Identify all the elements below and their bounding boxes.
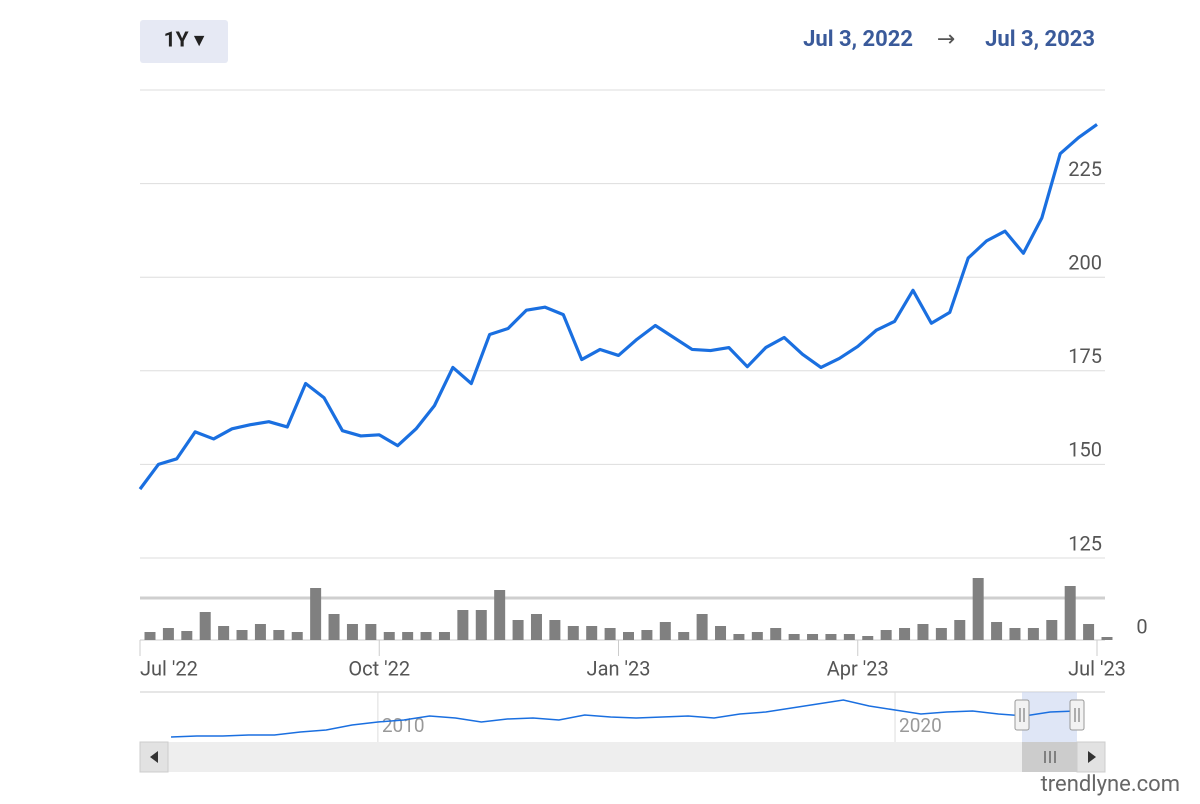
volume-bar: [254, 624, 266, 640]
volume-bar: [954, 620, 966, 640]
y-tick-label: 200: [1068, 250, 1102, 274]
volume-bar: [770, 628, 782, 640]
volume-bar: [862, 636, 874, 640]
volume-bar: [438, 632, 450, 640]
volume-bar: [530, 614, 542, 640]
volume-bar: [328, 614, 340, 640]
volume-bar: [549, 620, 561, 640]
navigator-tick-label: 2010: [382, 714, 425, 737]
volume-bar: [420, 632, 432, 640]
y-tick-label: 225: [1068, 157, 1102, 181]
volume-bar: [402, 632, 414, 640]
volume-bar: [1046, 620, 1058, 640]
navigator-selection[interactable]: [1022, 692, 1077, 742]
scroll-right[interactable]: [1076, 741, 1106, 773]
volume-bar: [604, 628, 616, 640]
volume-bar: [678, 632, 690, 640]
volume-bar: [383, 632, 395, 640]
date-arrow: →: [937, 27, 955, 52]
navigator-line: [171, 699, 1077, 738]
volume-bar: [1101, 637, 1113, 640]
watermark: trendlyne.com: [1041, 772, 1180, 797]
x-tick-label: Apr '23: [827, 656, 889, 680]
volume-bar: [623, 632, 634, 640]
range-button-label[interactable]: 1Y ▾: [164, 29, 205, 53]
handle-grip: [1019, 708, 1025, 722]
volume-bar: [935, 628, 947, 640]
volume-bar: [512, 620, 524, 640]
volume-bar: [751, 632, 763, 640]
volume-bar: [291, 632, 303, 640]
y-tick-label: 150: [1068, 438, 1102, 462]
volume-bar: [641, 630, 653, 640]
range-button[interactable]: [140, 20, 228, 63]
volume-bar: [733, 634, 745, 640]
date-from[interactable]: Jul 3, 2022: [803, 27, 913, 52]
scrollbar[interactable]: [140, 742, 1105, 772]
volume-bar: [972, 578, 984, 640]
volume-bar: [1027, 628, 1039, 640]
y2-tick-label: 0: [1136, 614, 1147, 638]
volume-bar: [1064, 586, 1076, 640]
volume-bar: [457, 610, 469, 640]
date-to[interactable]: Jul 3, 2023: [985, 27, 1095, 52]
y-tick-label: 125: [1068, 531, 1102, 555]
volume-bar: [218, 626, 230, 640]
scroll-thumb-grip: [1044, 751, 1056, 763]
volume-bar: [586, 626, 598, 640]
volume-bar: [991, 622, 1003, 640]
volume-bar: [917, 624, 929, 640]
volume-bar: [715, 626, 727, 640]
volume-bar: [659, 622, 671, 640]
volume-bar: [494, 590, 506, 640]
volume-bar: [162, 628, 174, 640]
price-line: [138, 123, 1098, 491]
volume-bar: [236, 630, 248, 640]
x-tick-label: Oct '22: [348, 656, 410, 680]
volume-bar: [475, 610, 487, 640]
navigator-tick-label: 2020: [899, 714, 942, 737]
volume-bar: [567, 626, 579, 640]
y-tick-label: 175: [1068, 344, 1102, 368]
volume-bar: [825, 634, 837, 640]
volume-bar: [199, 612, 211, 640]
x-tick-label: Jul '22: [140, 656, 198, 680]
x-tick-label: Jul '23: [1068, 656, 1126, 680]
volume-bar: [273, 630, 285, 640]
volume-bar: [788, 634, 800, 640]
navigator-handle[interactable]: [1069, 699, 1085, 731]
volume-bar: [181, 631, 193, 640]
volume-bar: [880, 630, 892, 640]
volume-bar: [843, 634, 855, 640]
volume-bar: [696, 614, 708, 640]
volume-bar: [807, 634, 819, 640]
volume-bar: [899, 628, 911, 640]
navigator-handle[interactable]: [1014, 699, 1030, 731]
volume-bar: [365, 624, 377, 640]
volume-bar: [1009, 628, 1021, 640]
scroll-right-arrow: [1088, 751, 1096, 763]
volume-bar: [144, 632, 156, 640]
volume-bar: [346, 624, 358, 640]
scroll-left-arrow: [150, 751, 158, 763]
x-tick-label: Jan '23: [587, 656, 651, 680]
handle-grip: [1074, 708, 1080, 722]
volume-bar: [1083, 624, 1095, 640]
volume-bar: [310, 588, 322, 640]
